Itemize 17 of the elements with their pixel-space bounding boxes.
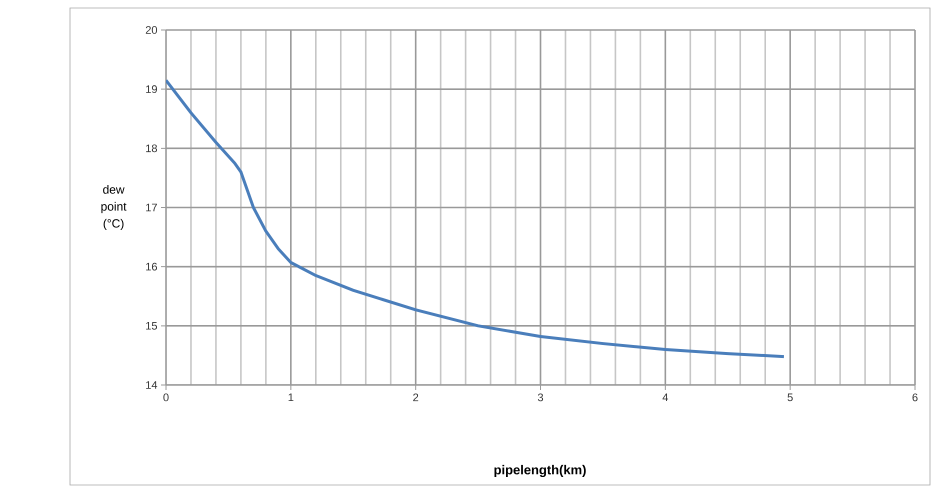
x-tick-label: 0 — [163, 394, 169, 402]
x-tick-label: 5 — [788, 394, 793, 402]
x-tick-label: 1 — [288, 394, 294, 402]
x-tick-label: 4 — [662, 394, 668, 402]
y-tick-label: 15 — [146, 322, 158, 330]
y-tick-label: 16 — [146, 262, 158, 271]
x-tick-label: 6 — [912, 394, 918, 402]
y-tick-label: 14 — [146, 381, 158, 389]
y-tick-label: 20 — [146, 26, 158, 34]
x-tick-label: 3 — [538, 394, 544, 402]
x-tick-label: 2 — [413, 394, 418, 402]
y-tick-label: 17 — [146, 204, 157, 212]
y-tick-label: 18 — [146, 144, 158, 152]
y-axis-title: dew point (°C) — [101, 184, 126, 230]
x-axis-title: pipelength(km) — [494, 464, 586, 478]
line-series — [166, 78, 786, 358]
y-tick-label: 19 — [146, 85, 157, 94]
